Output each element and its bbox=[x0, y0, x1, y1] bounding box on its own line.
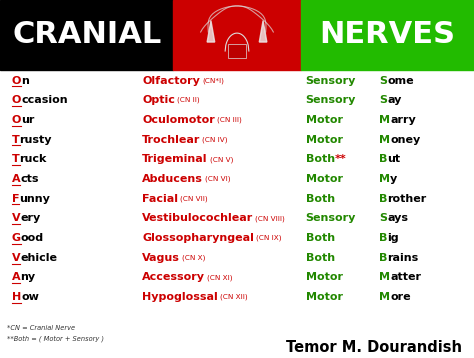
Text: ruck: ruck bbox=[19, 154, 47, 164]
Text: Glossopharyngeal: Glossopharyngeal bbox=[142, 233, 254, 243]
Text: M: M bbox=[379, 115, 390, 125]
Text: (CN IX): (CN IX) bbox=[256, 235, 282, 241]
Text: Sensory: Sensory bbox=[306, 76, 356, 86]
Text: ays: ays bbox=[387, 213, 408, 223]
Text: CRANIAL: CRANIAL bbox=[12, 20, 161, 49]
Polygon shape bbox=[207, 20, 215, 42]
Text: Optic: Optic bbox=[142, 95, 175, 105]
Text: Accessory: Accessory bbox=[142, 272, 205, 282]
Text: y: y bbox=[390, 174, 398, 184]
Text: ur: ur bbox=[21, 115, 35, 125]
Text: M: M bbox=[379, 174, 390, 184]
Text: **: ** bbox=[335, 154, 346, 164]
Text: S: S bbox=[379, 76, 387, 86]
Text: Both: Both bbox=[306, 154, 335, 164]
Text: A: A bbox=[12, 174, 20, 184]
Text: B: B bbox=[379, 253, 388, 263]
Text: Both: Both bbox=[306, 194, 335, 204]
Text: *CN = Cranial Nerve: *CN = Cranial Nerve bbox=[7, 325, 75, 330]
Text: O: O bbox=[12, 76, 21, 86]
Text: (CN VIII): (CN VIII) bbox=[255, 215, 285, 222]
Text: A: A bbox=[12, 272, 20, 282]
Text: (CN V): (CN V) bbox=[210, 156, 233, 163]
Text: (CN*I): (CN*I) bbox=[202, 77, 224, 84]
Bar bbox=[228, 44, 246, 58]
Bar bbox=[173, 0, 301, 70]
Text: Facial: Facial bbox=[142, 194, 178, 204]
Text: Abducens: Abducens bbox=[142, 174, 203, 184]
Text: S: S bbox=[379, 95, 387, 105]
Text: **Both = ( Motor + Sensory ): **Both = ( Motor + Sensory ) bbox=[7, 335, 104, 342]
Text: ay: ay bbox=[387, 95, 401, 105]
Text: cts: cts bbox=[20, 174, 39, 184]
Text: Motor: Motor bbox=[306, 174, 343, 184]
Text: B: B bbox=[379, 154, 388, 164]
Text: rains: rains bbox=[388, 253, 419, 263]
Text: Oculomotor: Oculomotor bbox=[142, 115, 215, 125]
Text: T: T bbox=[12, 135, 19, 145]
Text: arry: arry bbox=[390, 115, 416, 125]
Text: (CN XII): (CN XII) bbox=[220, 294, 247, 300]
Text: Olfactory: Olfactory bbox=[142, 76, 200, 86]
Text: (CN VI): (CN VI) bbox=[205, 176, 230, 182]
Text: Both: Both bbox=[306, 253, 335, 263]
Text: O: O bbox=[12, 95, 21, 105]
Text: ore: ore bbox=[390, 292, 411, 302]
Text: Trochlear: Trochlear bbox=[142, 135, 201, 145]
Text: G: G bbox=[12, 233, 21, 243]
Text: Motor: Motor bbox=[306, 135, 343, 145]
Text: B: B bbox=[379, 194, 388, 204]
Bar bbox=[0, 0, 173, 70]
Text: ccasion: ccasion bbox=[21, 95, 68, 105]
Text: B: B bbox=[379, 233, 388, 243]
Text: ehicle: ehicle bbox=[20, 253, 57, 263]
Text: Sensory: Sensory bbox=[306, 95, 356, 105]
Text: ow: ow bbox=[21, 292, 39, 302]
Text: V: V bbox=[12, 253, 20, 263]
Text: F: F bbox=[12, 194, 19, 204]
Text: Both: Both bbox=[306, 233, 335, 243]
Text: Vestibulocochlear: Vestibulocochlear bbox=[142, 213, 254, 223]
Bar bbox=[301, 0, 474, 70]
Text: ome: ome bbox=[387, 76, 414, 86]
Text: atter: atter bbox=[390, 272, 421, 282]
Text: V: V bbox=[12, 213, 20, 223]
Text: (CN VII): (CN VII) bbox=[180, 195, 208, 202]
Text: O: O bbox=[12, 115, 21, 125]
Text: M: M bbox=[379, 272, 390, 282]
Text: unny: unny bbox=[19, 194, 50, 204]
Text: rusty: rusty bbox=[19, 135, 52, 145]
Text: Motor: Motor bbox=[306, 292, 343, 302]
Text: S: S bbox=[379, 213, 387, 223]
Text: NERVES: NERVES bbox=[319, 20, 455, 49]
Text: ny: ny bbox=[20, 272, 36, 282]
Text: Motor: Motor bbox=[306, 272, 343, 282]
Text: M: M bbox=[379, 292, 390, 302]
Text: Motor: Motor bbox=[306, 115, 343, 125]
Text: (CN III): (CN III) bbox=[217, 117, 242, 123]
Text: H: H bbox=[12, 292, 21, 302]
Text: Trigeminal: Trigeminal bbox=[142, 154, 208, 164]
Text: (CN X): (CN X) bbox=[182, 255, 205, 261]
Text: ery: ery bbox=[20, 213, 41, 223]
Text: (CN II): (CN II) bbox=[177, 97, 200, 103]
Text: Sensory: Sensory bbox=[306, 213, 356, 223]
Polygon shape bbox=[259, 20, 267, 42]
Text: n: n bbox=[21, 76, 29, 86]
Text: Hypoglossal: Hypoglossal bbox=[142, 292, 218, 302]
Text: oney: oney bbox=[390, 135, 420, 145]
Text: Vagus: Vagus bbox=[142, 253, 180, 263]
Text: T: T bbox=[12, 154, 19, 164]
Text: M: M bbox=[379, 135, 390, 145]
Text: rother: rother bbox=[388, 194, 427, 204]
Text: ut: ut bbox=[388, 154, 401, 164]
Text: ood: ood bbox=[21, 233, 44, 243]
Text: (CN XI): (CN XI) bbox=[207, 274, 233, 281]
Text: Temor M. Dourandish: Temor M. Dourandish bbox=[286, 340, 462, 355]
Text: ig: ig bbox=[388, 233, 399, 243]
Text: (CN IV): (CN IV) bbox=[202, 136, 228, 143]
